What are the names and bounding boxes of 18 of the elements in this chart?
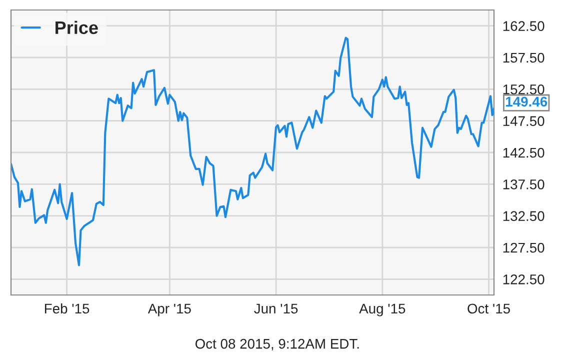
x-tick-label: Feb '15 xyxy=(44,303,90,314)
y-tick-label: 147.50 xyxy=(503,116,544,126)
text: Oct 08 2015, 9:12AM EDT. xyxy=(195,338,359,350)
y-tick-label: 157.50 xyxy=(503,52,544,63)
y-tick-label: 142.50 xyxy=(503,148,544,158)
y-tick-label: 122.50 xyxy=(503,274,544,284)
y-tick-label: 127.50 xyxy=(503,242,544,253)
y-tick-label: 152.50 xyxy=(503,84,544,94)
y-tick-label: 162.50 xyxy=(503,21,544,32)
y-tick-label: 137.50 xyxy=(503,180,544,190)
x-tick-label: Oct '15 xyxy=(468,304,510,314)
x-tick-label: Aug '15 xyxy=(359,304,406,316)
x-tick-label: Apr '15 xyxy=(148,304,191,316)
x-tick-label: Jun '15 xyxy=(254,304,298,314)
y-tick-label: 132.50 xyxy=(503,211,544,222)
legend-label: Price xyxy=(56,20,98,34)
line-series xyxy=(11,36,494,266)
annotation: 149.46 xyxy=(506,96,548,107)
